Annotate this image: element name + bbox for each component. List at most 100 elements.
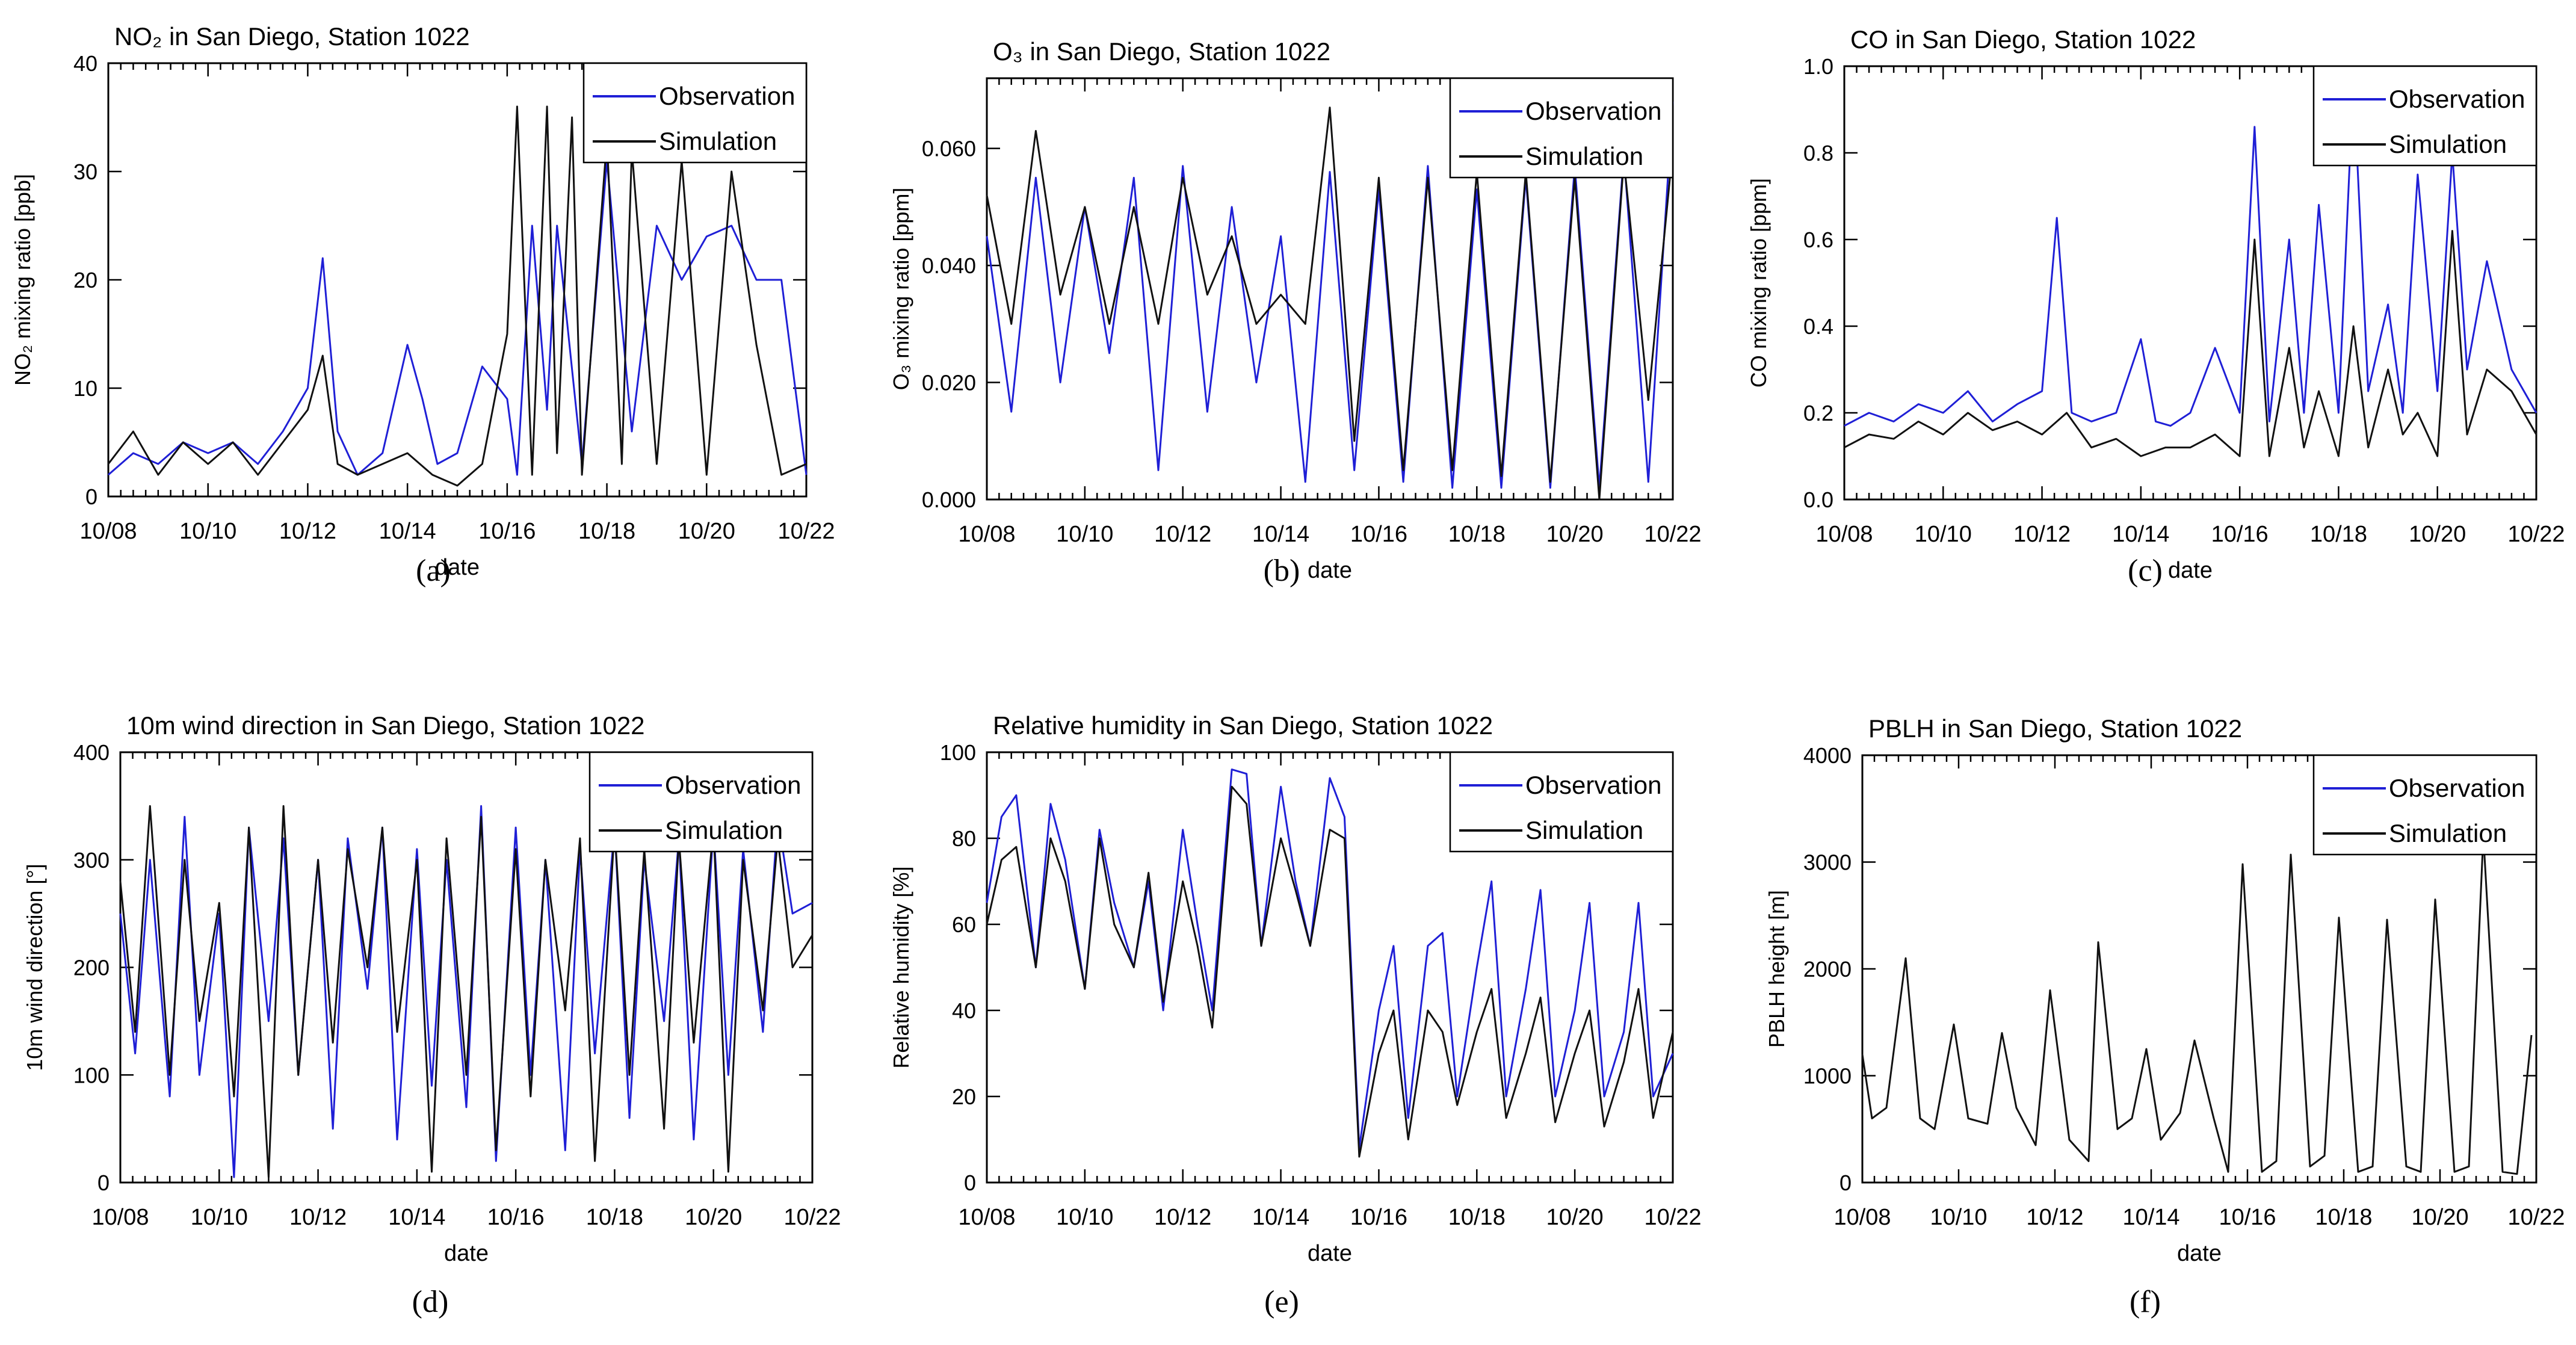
legend-box [2312, 754, 2537, 856]
y-tick-label: 200 [73, 956, 110, 980]
y-tick-label: 400 [73, 740, 110, 765]
x-tick-label: 10/20 [1546, 1205, 1604, 1230]
x-tick-label: 10/14 [2112, 522, 2169, 547]
legend-label-observation: Observation [665, 771, 801, 799]
x-axis-label: date [2168, 558, 2213, 583]
x-tick-label: 10/10 [1056, 1205, 1113, 1230]
x-tick-label: 10/18 [2310, 522, 2367, 547]
y-tick-label: 0.000 [922, 487, 976, 512]
x-tick-label: 10/14 [379, 519, 436, 544]
x-tick-label: 10/10 [1915, 522, 1972, 547]
series-line-simulation [1844, 230, 2537, 457]
x-axis-label: date [444, 1241, 489, 1266]
x-tick-label: 10/10 [1930, 1205, 1987, 1230]
y-axis-label: PBLH height [m] [1764, 890, 1789, 1048]
x-tick-label: 10/20 [678, 519, 735, 544]
y-axis-label: 10m wind direction [°] [22, 864, 47, 1071]
x-tick-label: 10/12 [1154, 522, 1211, 547]
x-tick-label: 10/16 [478, 519, 536, 544]
legend-box [582, 62, 808, 164]
x-tick-label: 10/22 [777, 519, 835, 544]
x-tick-label: 10/08 [958, 1205, 1015, 1230]
y-tick-label: 4000 [1803, 743, 1852, 768]
y-tick-label: 0 [1839, 1170, 1852, 1195]
x-tick-label: 10/20 [685, 1205, 742, 1230]
series-line-simulation [986, 785, 1674, 1158]
chart-panel-6: 10/08 10/10 10/12 10/14 10/16 10/18 10/20 10/22… [1764, 714, 2565, 1319]
x-tick-label: 10/08 [91, 1205, 149, 1230]
series-line-simulation [1861, 834, 2533, 1175]
x-tick-label: 10/22 [1644, 522, 1701, 547]
x-tick-label: 10/18 [586, 1205, 643, 1230]
chart-panel-2: 10/08 10/10 10/12 10/14 10/16 10/18 10/20 10/22… [889, 37, 1702, 588]
chart-panel-1: 10/08 10/10 10/12 10/14 10/16 10/18 10/20 10/22… [10, 22, 835, 588]
legend-box [1449, 77, 1674, 179]
series-line-observation [1844, 78, 2537, 427]
x-axis-label: date [1308, 1241, 1352, 1266]
x-tick-label: 10/12 [1154, 1205, 1211, 1230]
y-tick-label: 1000 [1803, 1064, 1852, 1089]
x-tick-label: 10/08 [79, 519, 137, 544]
x-tick-label: 10/20 [2409, 522, 2466, 547]
legend-box [2312, 65, 2537, 167]
y-tick-label: 30 [73, 159, 97, 184]
x-tick-label: 10/16 [487, 1205, 545, 1230]
legend-label-simulation: Simulation [1525, 816, 1643, 844]
x-tick-label: 10/14 [388, 1205, 445, 1230]
y-tick-label: 0.060 [922, 137, 976, 161]
y-tick-label: 0 [97, 1170, 110, 1195]
x-tick-label: 10/22 [2507, 522, 2565, 547]
x-tick-label: 10/18 [1448, 522, 1506, 547]
panel-caption: (d) [412, 1285, 449, 1319]
x-tick-label: 10/14 [1252, 1205, 1309, 1230]
x-tick-label: 10/12 [279, 519, 336, 544]
y-tick-label: 300 [73, 848, 110, 873]
x-tick-label: 10/12 [2013, 522, 2071, 547]
y-tick-label: 100 [73, 1063, 110, 1087]
x-tick-label: 10/16 [2219, 1205, 2276, 1230]
panel-caption: (a) [416, 554, 451, 588]
panel-caption: (c) [2128, 554, 2163, 588]
legend-label-simulation: Simulation [665, 816, 783, 844]
y-tick-label: 0.4 [1803, 314, 1833, 339]
y-tick-label: 20 [73, 268, 97, 292]
y-tick-label: 0.0 [1803, 487, 1833, 512]
x-tick-label: 10/10 [1056, 522, 1113, 547]
legend-box [588, 751, 814, 853]
legend-label-observation: Observation [1525, 771, 1661, 799]
y-tick-label: 0.8 [1803, 141, 1833, 165]
legend-label-observation: Observation [2389, 85, 2525, 113]
chart-panel-4: 10/08 10/10 10/12 10/14 10/16 10/18 10/20 10/22… [22, 711, 841, 1319]
x-tick-label: 10/20 [1546, 522, 1604, 547]
x-tick-label: 10/20 [2411, 1205, 2468, 1230]
x-tick-label: 10/08 [1833, 1205, 1891, 1230]
x-axis-label: date [2177, 1241, 2222, 1266]
series-line-simulation [119, 805, 814, 1178]
y-tick-label: 40 [73, 51, 97, 76]
chart-title: 10m wind direction in San Diego, Station… [126, 711, 645, 740]
x-tick-label: 10/10 [191, 1205, 248, 1230]
x-tick-label: 10/22 [1644, 1205, 1701, 1230]
legend-label-observation: Observation [659, 82, 795, 110]
x-tick-label: 10/18 [578, 519, 635, 544]
x-tick-label: 10/16 [1350, 522, 1407, 547]
legend-label-simulation: Simulation [2389, 130, 2507, 158]
y-tick-label: 20 [952, 1084, 976, 1109]
y-tick-label: 0.6 [1803, 227, 1833, 252]
panel-caption: (f) [2130, 1285, 2161, 1319]
y-tick-label: 60 [952, 912, 976, 937]
chart-panel-5: 10/08 10/10 10/12 10/14 10/16 10/18 10/20 10/22… [889, 711, 1702, 1319]
chart-title: Relative humidity in San Diego, Station … [993, 711, 1493, 740]
x-tick-label: 10/14 [1252, 522, 1309, 547]
x-tick-label: 10/22 [2507, 1205, 2565, 1230]
chart-title: PBLH in San Diego, Station 1022 [1868, 714, 2242, 743]
y-tick-label: 0.040 [922, 253, 976, 278]
chart-title: O₃ in San Diego, Station 1022 [993, 37, 1330, 66]
panel-caption: (b) [1264, 554, 1300, 588]
series-line-observation [119, 805, 813, 1178]
y-tick-label: 2000 [1803, 957, 1852, 982]
legend-label-observation: Observation [1525, 97, 1661, 125]
y-tick-label: 0 [85, 484, 97, 509]
series-line-simulation [107, 105, 807, 487]
